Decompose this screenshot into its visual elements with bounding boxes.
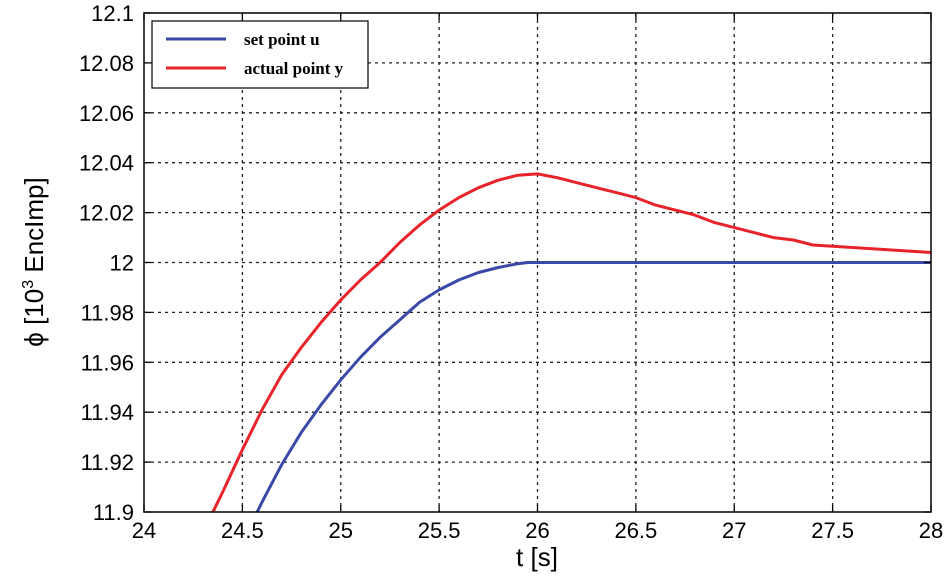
y-tick-label: 12 [110, 251, 134, 276]
y-axis-label-prefix: ϕ [10 [19, 289, 49, 347]
y-tick-label: 12.04 [79, 151, 134, 176]
axis-ticks: 24 24.5 25 25.5 26 26.5 27 27.5 28 11.9 11.92 11.94… [79, 1, 943, 543]
x-tick-label: 26 [525, 518, 549, 543]
x-tick-label: 24.5 [221, 518, 264, 543]
y-tick-label: 12.06 [79, 101, 134, 126]
y-tick-label: 12.08 [79, 51, 134, 76]
x-tick-label: 24 [132, 518, 156, 543]
x-tick-label: 25 [329, 518, 353, 543]
y-tick-label: 12.02 [79, 201, 134, 226]
grid [144, 13, 931, 512]
x-tick-label: 27 [722, 518, 746, 543]
series-line-actual-point [211, 172, 931, 512]
y-axis-label-suffix: EncImp] [19, 177, 49, 280]
y-axis-label: ϕ [103 EncImp] [19, 177, 49, 346]
y-tick-label: 11.96 [81, 350, 134, 375]
series-line-set-point [255, 261, 931, 512]
y-tick-label: 11.98 [81, 300, 134, 325]
series-layer [211, 172, 931, 512]
x-tick-label: 26.5 [614, 518, 657, 543]
legend-label-set-point: set point u [244, 30, 320, 49]
x-tick-label: 25.5 [418, 518, 461, 543]
legend-label-actual-point: actual point y [244, 59, 344, 78]
y-tick-label: 11.9 [93, 500, 134, 525]
y-axis-label-exponent: 3 [20, 280, 37, 289]
legend-box [151, 20, 369, 89]
x-axis-label: t [s] [516, 542, 558, 572]
x-tick-label: 27.5 [811, 518, 854, 543]
y-tick-label: 11.94 [81, 400, 134, 425]
y-tick-label: 12.1 [91, 1, 134, 26]
y-tick-label: 11.92 [81, 450, 134, 475]
x-tick-label: 28 [919, 518, 943, 543]
legend: set point u actual point y [151, 20, 369, 89]
